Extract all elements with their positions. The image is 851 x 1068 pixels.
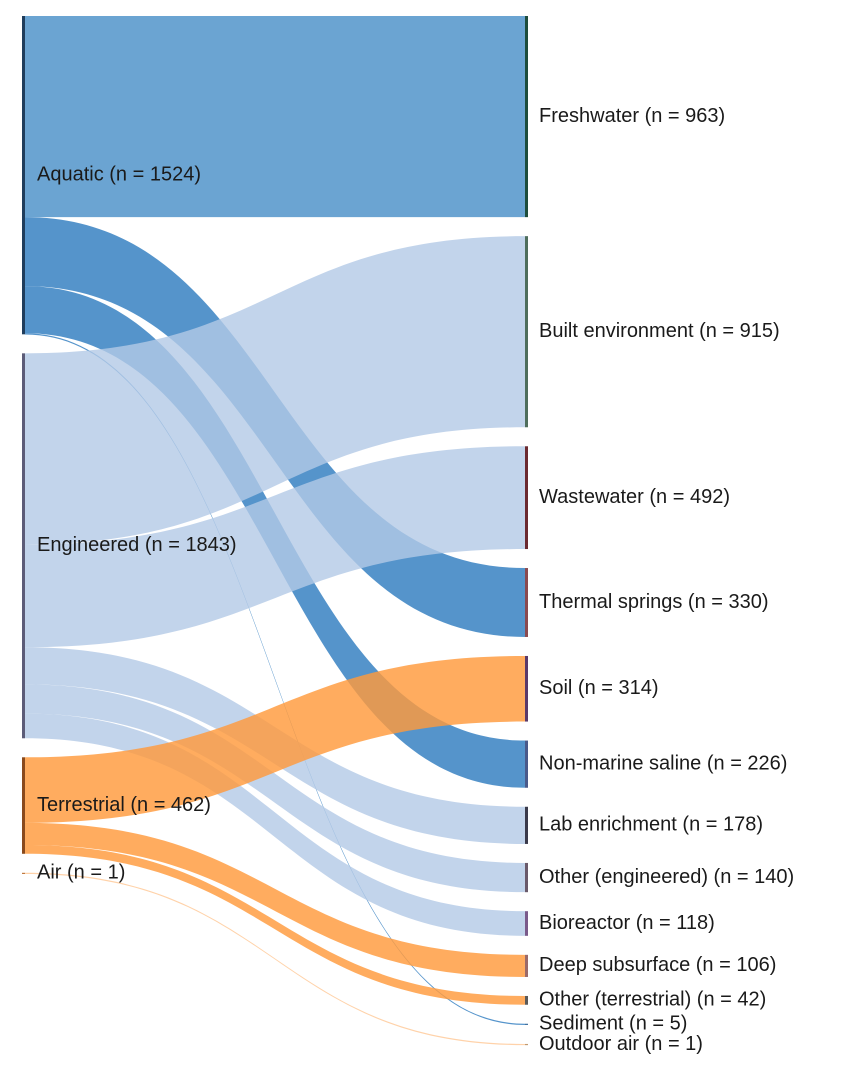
node-label-engineered: Engineered (n = 1843) — [37, 534, 237, 556]
link-terrestrial-to-deep — [25, 822, 525, 977]
node-bar-lab — [525, 806, 528, 844]
node-label-nonmarine: Non-marine saline (n = 226) — [539, 752, 787, 774]
node-label-built: Built environment (n = 915) — [539, 320, 780, 342]
node-label-sediment: Sediment (n = 5) — [539, 1013, 687, 1035]
node-label-aquatic: Aquatic (n = 1524) — [37, 163, 201, 185]
node-bar-air — [22, 872, 25, 874]
link-air-to-outdoor — [25, 872, 525, 1046]
node-bar-built — [525, 236, 528, 428]
node-bar-freshwater — [525, 16, 528, 218]
node-bar-soil — [525, 655, 528, 722]
link-aquatic-to-freshwater — [25, 16, 525, 218]
node-bars-layer — [22, 16, 528, 1046]
node-label-otherterr: Other (terrestrial) (n = 42) — [539, 989, 766, 1011]
node-bar-otherterr — [525, 995, 528, 1005]
node-bar-engineered — [22, 353, 25, 739]
node-bar-aquatic — [22, 16, 25, 335]
node-label-freshwater: Freshwater (n = 963) — [539, 105, 725, 127]
node-label-lab: Lab enrichment (n = 178) — [539, 814, 763, 836]
node-label-outdoor: Outdoor air (n = 1) — [539, 1033, 703, 1055]
link-terrestrial-to-soil — [25, 655, 525, 823]
node-label-thermal: Thermal springs (n = 330) — [539, 591, 769, 613]
link-aquatic-to-sediment — [25, 333, 525, 1025]
node-label-deep: Deep subsurface (n = 106) — [539, 954, 776, 976]
node-bar-wastewater — [525, 446, 528, 550]
link-engineered-to-wastewater — [25, 446, 525, 648]
node-bar-nonmarine — [525, 740, 528, 788]
node-bar-terrestrial — [22, 757, 25, 854]
node-label-soil: Soil (n = 314) — [539, 677, 659, 699]
links-layer — [25, 16, 525, 1046]
node-bar-deep — [525, 954, 528, 977]
node-bar-othereng — [525, 862, 528, 893]
node-bar-bioreactor — [525, 911, 528, 936]
node-label-wastewater: Wastewater (n = 492) — [539, 486, 730, 508]
node-label-bioreactor: Bioreactor (n = 118) — [539, 912, 715, 934]
link-engineered-to-bioreactor — [25, 713, 525, 936]
node-labels-layer: Aquatic (n = 1524) Engineered (n = 1843) T… — [37, 105, 794, 1055]
node-bar-thermal — [525, 568, 528, 637]
link-engineered-to-othereng — [25, 684, 525, 893]
link-engineered-to-built — [25, 236, 525, 545]
node-label-air: Air (n = 1) — [37, 862, 125, 884]
node-bar-sediment — [525, 1023, 528, 1025]
node-bar-outdoor — [525, 1043, 528, 1046]
link-terrestrial-to-otherterr — [25, 845, 525, 1005]
node-label-othereng: Other (engineered) (n = 140) — [539, 866, 794, 888]
node-label-terrestrial: Terrestrial (n = 462) — [37, 794, 211, 816]
